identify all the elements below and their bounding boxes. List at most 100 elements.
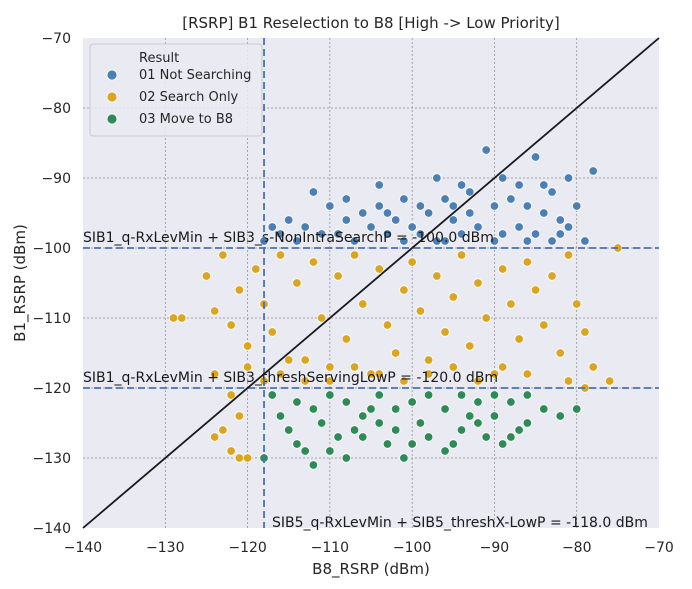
data-point (448, 439, 458, 449)
data-point (382, 208, 393, 218)
data-point (333, 432, 343, 442)
data-point (325, 362, 335, 372)
data-point (547, 271, 557, 281)
data-point (358, 432, 368, 442)
data-point (506, 397, 516, 407)
data-point (423, 390, 434, 400)
data-point (292, 397, 302, 407)
data-point (522, 390, 533, 400)
data-point (514, 222, 524, 232)
legend-entry-label: 01 Not Searching (139, 68, 251, 83)
data-point (177, 313, 187, 323)
data-point (514, 334, 524, 344)
data-point (218, 250, 228, 260)
data-point (275, 229, 286, 239)
data-point (316, 313, 327, 323)
data-point (497, 229, 508, 239)
data-point (473, 418, 483, 428)
y-tick-label: −130 (33, 451, 71, 467)
data-point (300, 222, 310, 232)
y-tick-label: −100 (33, 241, 71, 257)
data-point (481, 313, 491, 323)
data-point (481, 145, 491, 155)
reference-line-label: SIB1_q-RxLevMin + SIB3_s-NonIntraSearchP… (83, 230, 494, 246)
data-point (555, 348, 565, 358)
x-tick-label: −120 (228, 540, 266, 556)
data-point (275, 369, 286, 379)
legend-box (89, 43, 263, 137)
data-point (423, 208, 434, 218)
data-point (242, 341, 253, 351)
data-point (448, 201, 458, 211)
data-point (522, 201, 533, 211)
data-point (284, 215, 294, 225)
data-point (448, 215, 458, 225)
data-point (374, 418, 384, 428)
data-point (226, 446, 236, 456)
data-point (456, 390, 467, 400)
data-point (530, 285, 541, 295)
legend-entries: 01 Not Searching 02 Search Only 03 Move to… (106, 68, 251, 127)
data-point (325, 376, 335, 386)
data-point (168, 313, 179, 323)
data-point (423, 432, 434, 442)
data-point (292, 278, 302, 288)
data-point (374, 369, 384, 379)
data-point (432, 271, 442, 281)
data-point (341, 453, 352, 463)
data-point (399, 453, 409, 463)
data-point (201, 271, 212, 281)
data-point (267, 327, 277, 337)
data-point (448, 292, 458, 302)
data-point (399, 285, 409, 295)
data-point (209, 432, 220, 442)
data-point (440, 194, 450, 204)
data-point (506, 299, 516, 309)
data-point (489, 201, 500, 211)
data-point (390, 348, 401, 358)
data-point (390, 425, 401, 435)
y-axis-label: B1_RSRP (dBm) (11, 224, 30, 342)
data-point (465, 411, 475, 421)
data-point (399, 194, 409, 204)
data-point (448, 362, 458, 372)
data-point (308, 187, 319, 197)
data-point (349, 362, 360, 372)
data-point (218, 425, 228, 435)
data-point (374, 390, 384, 400)
data-point (539, 208, 549, 218)
data-point (497, 362, 508, 372)
data-point (588, 166, 598, 176)
data-point (382, 439, 393, 449)
x-tick-label: −140 (64, 540, 102, 556)
y-tick-label: −140 (33, 521, 71, 537)
y-tick-label: −80 (41, 101, 71, 117)
data-point (226, 320, 236, 330)
legend: Result 01 Not Searching 02 Search Only 03 … (89, 43, 263, 137)
data-point (407, 397, 417, 407)
data-point (358, 411, 368, 421)
data-point (563, 250, 574, 260)
data-point (555, 215, 565, 225)
data-point (292, 236, 302, 246)
data-point (374, 180, 384, 190)
data-point (251, 264, 261, 274)
y-tick-label: −120 (33, 381, 71, 397)
data-point (423, 355, 434, 365)
data-point (407, 439, 417, 449)
data-point (341, 215, 352, 225)
data-point (489, 369, 500, 379)
data-point (440, 446, 450, 456)
data-point (440, 327, 450, 337)
data-point (555, 411, 565, 421)
data-point (209, 369, 220, 379)
data-point (234, 285, 245, 295)
data-point (267, 390, 277, 400)
data-point (497, 439, 508, 449)
y-tick-labels: −140 −130 −120 −110 −100 −90 −80 −70 (33, 31, 71, 537)
data-point (284, 425, 294, 435)
diagonal-line (82, 37, 660, 529)
data-point (399, 376, 409, 386)
data-point (539, 404, 549, 414)
x-tick-labels: −140 −130 −120 −110 −100 −90 −80 −70 (64, 540, 674, 556)
